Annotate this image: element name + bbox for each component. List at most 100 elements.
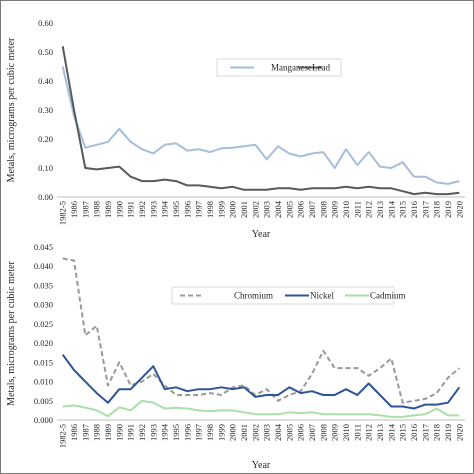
x-tick-label: 2005 <box>284 424 294 441</box>
y-tick-label: 0.20 <box>38 134 53 144</box>
x-tick-label: 2004 <box>273 423 283 441</box>
x-tick-label: 2001 <box>239 201 249 218</box>
x-tick-label: 2015 <box>398 201 408 218</box>
x-tick-label: 1986 <box>69 201 79 218</box>
legend-box <box>216 58 342 77</box>
x-tick-label: 1993 <box>148 201 158 218</box>
legend-label-chromium: Chromium <box>234 291 273 301</box>
x-tick-label: 1996 <box>182 201 192 218</box>
x-tick-label: 2011 <box>352 424 362 441</box>
x-tick-label: 1998 <box>205 424 215 441</box>
x-tick-label: 2013 <box>375 424 385 441</box>
x-tick-label: 2001 <box>239 424 249 441</box>
x-tick-label: 2011 <box>352 201 362 218</box>
x-tick-label: 2004 <box>273 200 283 218</box>
x-tick-label: 1982-5 <box>58 201 68 225</box>
series-line-cadmium <box>62 399 460 418</box>
x-tick-label: 1987 <box>80 424 90 441</box>
x-tick-label: 2005 <box>284 201 294 218</box>
x-tick-label: 2013 <box>375 201 385 218</box>
x-axis-title: Year <box>252 229 271 240</box>
x-tick-label: 2009 <box>330 424 340 441</box>
y-tick-label: 0.030 <box>34 300 53 310</box>
x-tick-label: 1994 <box>160 200 170 218</box>
x-tick-label: 1989 <box>103 424 113 441</box>
y-tick-label: 0.005 <box>34 396 53 406</box>
y-axis-title: Metals, micrograms per cubic meter <box>6 37 17 182</box>
series-line-nickel <box>61 354 461 410</box>
x-tick-label: 1982-5 <box>58 424 68 448</box>
y-tick-label: 0.60 <box>38 18 53 28</box>
legend-label-cadmium: Cadmium <box>370 291 406 301</box>
x-tick-label: 2019 <box>443 424 453 441</box>
series-line-lead <box>61 46 460 196</box>
y-tick-label: 0.30 <box>38 105 53 115</box>
x-tick-label: 2008 <box>318 201 328 218</box>
legend-label-manganese: Manganese <box>271 63 312 73</box>
x-tick-label: 1988 <box>92 201 102 218</box>
x-tick-label: 1997 <box>194 201 204 218</box>
x-axis-title: Year <box>252 460 271 471</box>
y-tick-label: 0.010 <box>34 377 53 387</box>
x-tick-label: 2000 <box>228 424 238 441</box>
x-tick-label: 1999 <box>216 424 226 441</box>
x-tick-label: 1995 <box>171 201 181 218</box>
y-tick-label: 0.045 <box>34 242 53 252</box>
x-tick-label: 1997 <box>194 424 204 441</box>
legend-label-lead: Lead <box>312 63 330 73</box>
y-tick-label: 0.40 <box>38 76 53 86</box>
y-axis-title: Metals, micrograms per cubic meter <box>6 260 17 405</box>
x-tick-label: 1998 <box>205 201 215 218</box>
x-tick-label: 1995 <box>171 424 181 441</box>
x-tick-label: 2002 <box>250 201 260 218</box>
x-tick-label: 2003 <box>262 424 272 441</box>
x-tick-label: 2002 <box>250 424 260 441</box>
x-tick-label: 2003 <box>262 201 272 218</box>
y-tick-label: 0.10 <box>38 163 53 173</box>
x-tick-label: 2016 <box>409 201 419 218</box>
x-tick-label: 1993 <box>148 424 158 441</box>
x-tick-label: 2009 <box>330 201 340 218</box>
x-tick-label: 1990 <box>114 201 124 218</box>
x-tick-label: 2008 <box>318 424 328 441</box>
x-tick-label: 1992 <box>137 424 147 441</box>
x-tick-label: 2014 <box>386 423 396 441</box>
x-tick-label: 2020 <box>454 424 464 441</box>
x-tick-label: 2018 <box>432 424 442 441</box>
x-tick-label: 2019 <box>443 201 453 218</box>
x-tick-label: 1989 <box>103 201 113 218</box>
x-tick-label: 2010 <box>341 424 351 441</box>
x-tick-label: 2012 <box>364 424 374 441</box>
x-tick-label: 1991 <box>126 201 136 218</box>
x-tick-label: 1990 <box>114 424 124 441</box>
x-tick-label: 2007 <box>307 201 317 218</box>
x-tick-label: 1999 <box>216 201 226 218</box>
x-tick-label: 1992 <box>137 201 147 218</box>
y-tick-label: 0.50 <box>38 47 53 57</box>
y-tick-label: 0.000 <box>34 415 53 425</box>
y-tick-label: 0.035 <box>34 280 53 290</box>
x-tick-label: 2010 <box>341 201 351 218</box>
x-tick-label: 2017 <box>420 201 430 218</box>
y-tick-label: 0.020 <box>34 338 53 348</box>
x-tick-label: 2016 <box>409 424 419 441</box>
x-tick-label: 2014 <box>386 200 396 218</box>
x-tick-label: 2017 <box>420 424 430 441</box>
x-tick-label: 1996 <box>182 424 192 441</box>
y-tick-label: 0.00 <box>38 192 53 202</box>
x-tick-label: 1986 <box>69 424 79 441</box>
x-tick-label: 2020 <box>454 201 464 218</box>
x-tick-label: 2006 <box>296 201 306 218</box>
x-tick-label: 2000 <box>228 201 238 218</box>
legend-box <box>171 286 395 305</box>
y-tick-label: 0.015 <box>34 357 53 367</box>
y-tick-label: 0.025 <box>34 319 53 329</box>
series-line-chromium <box>62 257 460 404</box>
y-tick-label: 0.040 <box>34 261 53 271</box>
x-tick-label: 1994 <box>160 423 170 441</box>
x-tick-label: 2007 <box>307 424 317 441</box>
x-tick-label: 1991 <box>126 424 136 441</box>
x-tick-label: 2018 <box>432 201 442 218</box>
